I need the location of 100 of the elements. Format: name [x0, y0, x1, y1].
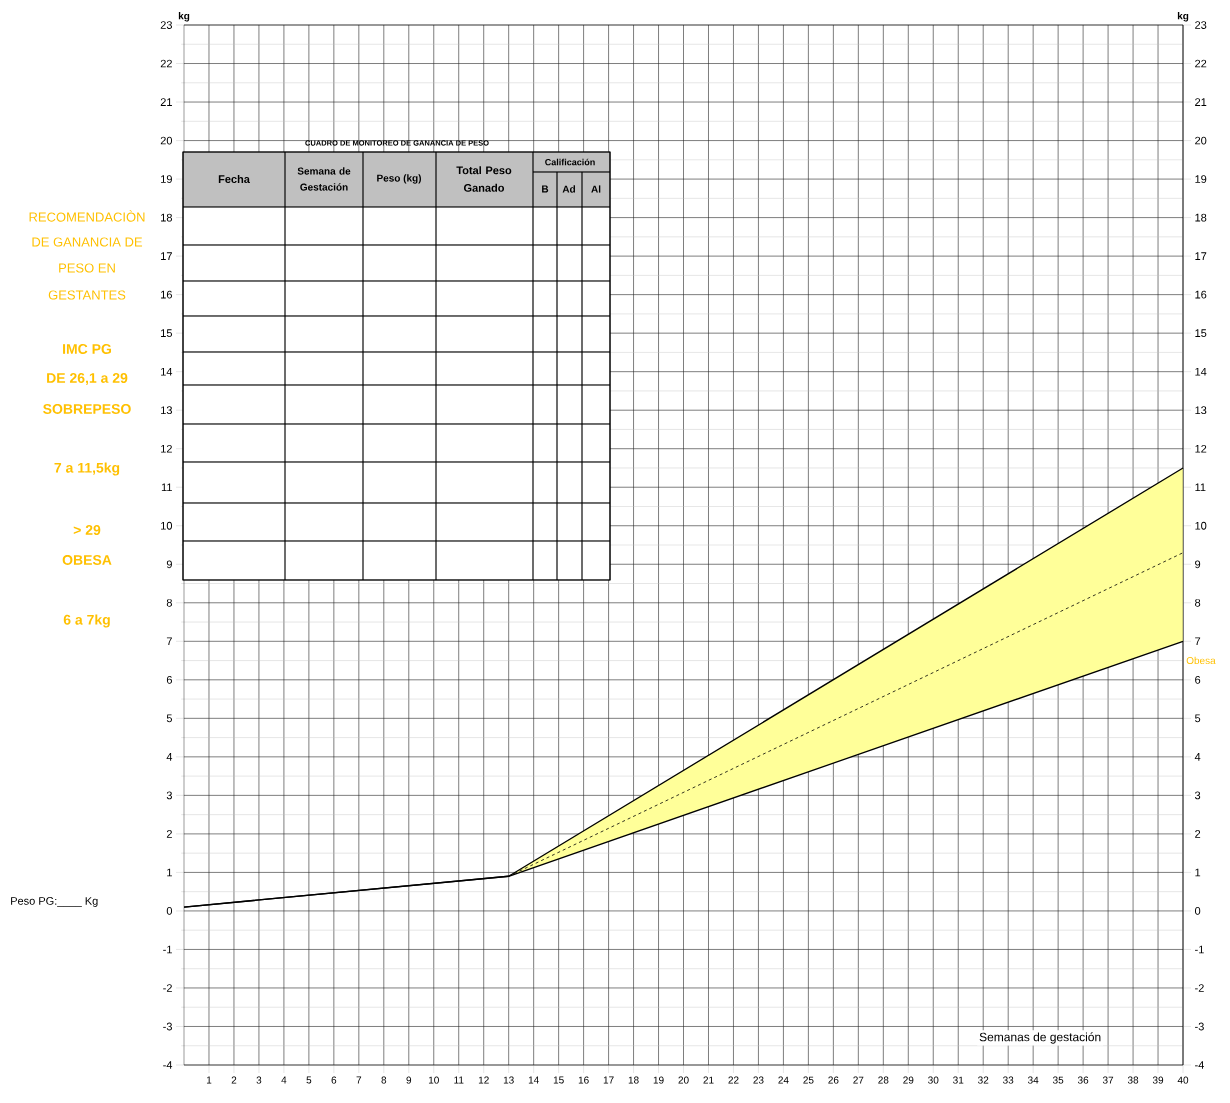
annotation: B [542, 185, 549, 193]
annotation: Semana de Gestación [297, 167, 351, 191]
y-tick-label: 10 [161, 521, 173, 530]
y2-tick-label: -1 [1195, 945, 1204, 954]
y-tick-label: 0 [166, 907, 173, 915]
annotation: Al [591, 185, 601, 193]
x-tick-label: 5 [306, 1076, 312, 1084]
y2-tick-label: 3 [1194, 791, 1201, 800]
annotation: Fecha [218, 174, 250, 184]
text: GESTANTES [48, 290, 126, 300]
x-tick-label: 37 [1102, 1076, 1114, 1084]
y-tick-label: 17 [161, 252, 172, 260]
annotation: Calificación [545, 158, 595, 166]
annotation: Total Peso Ganado [456, 166, 512, 192]
x-tick-label: 31 [953, 1076, 964, 1084]
y-tick-label: 19 [161, 175, 172, 183]
text: Peso PG:____ Kg [11, 897, 98, 907]
y-tick-label: 7 [166, 637, 172, 646]
y-tick-label: 21 [160, 98, 172, 106]
annotation: Ad [562, 185, 576, 193]
y-tick-label: 14 [161, 367, 173, 376]
y2-tick-label: 13 [1195, 406, 1207, 415]
text: PESO EN [59, 263, 115, 273]
y-tick-label: 16 [161, 290, 172, 299]
text: RECOMENDACIÒN [29, 210, 145, 222]
y2-tick-label: 16 [1195, 290, 1207, 299]
y-tick-label: 5 [166, 714, 172, 723]
x-tick-label: 35 [1052, 1076, 1064, 1084]
text: > 29 [73, 525, 101, 535]
y2-tick-label: 2 [1195, 830, 1201, 838]
y-tick-label: 15 [161, 329, 172, 337]
y-tick-label: 3 [166, 791, 172, 800]
y-tick-label: 22 [160, 59, 172, 68]
x-tick-label: 3 [256, 1076, 262, 1084]
y-tick-label: 12 [161, 444, 172, 453]
y2-tick-label: 5 [1195, 714, 1201, 723]
x-tick-label: 39 [1152, 1076, 1164, 1084]
x-tick-label: 16 [578, 1076, 589, 1084]
y2-tick-label: 6 [1195, 675, 1201, 684]
y2-tick-label: 21 [1195, 98, 1207, 106]
y2-tick-label: 7 [1195, 637, 1201, 646]
y2-tick-label: 4 [1194, 753, 1201, 761]
y2-tick-label: 19 [1195, 175, 1207, 183]
x-tick-label: 34 [1027, 1076, 1039, 1084]
x-tick-label: 40 [1177, 1076, 1189, 1084]
x-tick-label: 9 [406, 1076, 412, 1084]
y2-axis-title: kg [1177, 12, 1189, 22]
text: DE 26,1 a 29 [47, 373, 128, 385]
x-tick-label: 2 [231, 1076, 237, 1084]
y-tick-label: 1 [167, 868, 172, 877]
x-tick-label: 23 [753, 1076, 764, 1084]
text: SOBREPESO [43, 404, 131, 414]
x-tick-label: 18 [628, 1076, 639, 1084]
y2-tick-label: 18 [1195, 213, 1207, 222]
y-tick-label: -3 [163, 1022, 172, 1031]
x-tick-label: 22 [728, 1076, 739, 1084]
y2-tick-label: -4 [1195, 1061, 1205, 1069]
y2-tick-label: 8 [1195, 598, 1201, 607]
y-tick-label: 9 [166, 560, 172, 569]
y-tick-label: 6 [166, 675, 172, 684]
x-tick-label: 4 [281, 1076, 287, 1084]
text: 7 a 11,5kg [54, 462, 120, 476]
y-tick-label: -2 [163, 984, 172, 992]
y-axis-title: kg [178, 12, 190, 22]
text: Obesa [1186, 656, 1216, 665]
x-tick-label: 7 [356, 1076, 362, 1084]
x-tick-label: 12 [478, 1076, 489, 1084]
x-tick-label: 15 [553, 1076, 564, 1084]
x-tick-label: 6 [331, 1076, 337, 1084]
y2-tick-label: 15 [1195, 329, 1207, 337]
y-tick-label: -1 [163, 945, 172, 954]
y-tick-label: 18 [161, 213, 172, 222]
x-tick-label: 36 [1077, 1076, 1089, 1084]
y2-tick-label: 1 [1195, 868, 1201, 877]
y-tick-label: 8 [166, 598, 172, 607]
y2-tick-label: 14 [1195, 367, 1207, 376]
x-tick-label: 30 [928, 1076, 939, 1084]
y-tick-label: 23 [160, 21, 172, 29]
text: 6 a 7kg [63, 614, 110, 628]
text: OBESA [62, 555, 112, 565]
y-tick-label: 11 [161, 483, 172, 492]
y2-tick-label: 9 [1195, 560, 1201, 569]
x-tick-label: 38 [1127, 1076, 1139, 1084]
x-tick-label: 32 [978, 1076, 989, 1084]
x-tick-label: 24 [778, 1076, 789, 1084]
x-tick-label: 20 [678, 1076, 689, 1084]
x-tick-label: 33 [1003, 1076, 1014, 1084]
x-tick-label: 14 [528, 1076, 539, 1084]
y-tick-label: 2 [166, 830, 172, 838]
x-tick-label: 11 [454, 1076, 464, 1084]
x-tick-label: 10 [428, 1076, 439, 1084]
annotation: Peso (kg) [377, 174, 422, 184]
x-tick-label: 26 [828, 1076, 839, 1084]
text: IMC PG [63, 344, 112, 354]
x-tick-label: 19 [653, 1076, 664, 1084]
y-tick-label: 20 [160, 136, 173, 145]
y-tick-label: -4 [163, 1061, 173, 1069]
y2-tick-label: -3 [1195, 1022, 1204, 1031]
y2-tick-label: 11 [1195, 483, 1206, 492]
x-tick-label: 27 [853, 1076, 864, 1084]
